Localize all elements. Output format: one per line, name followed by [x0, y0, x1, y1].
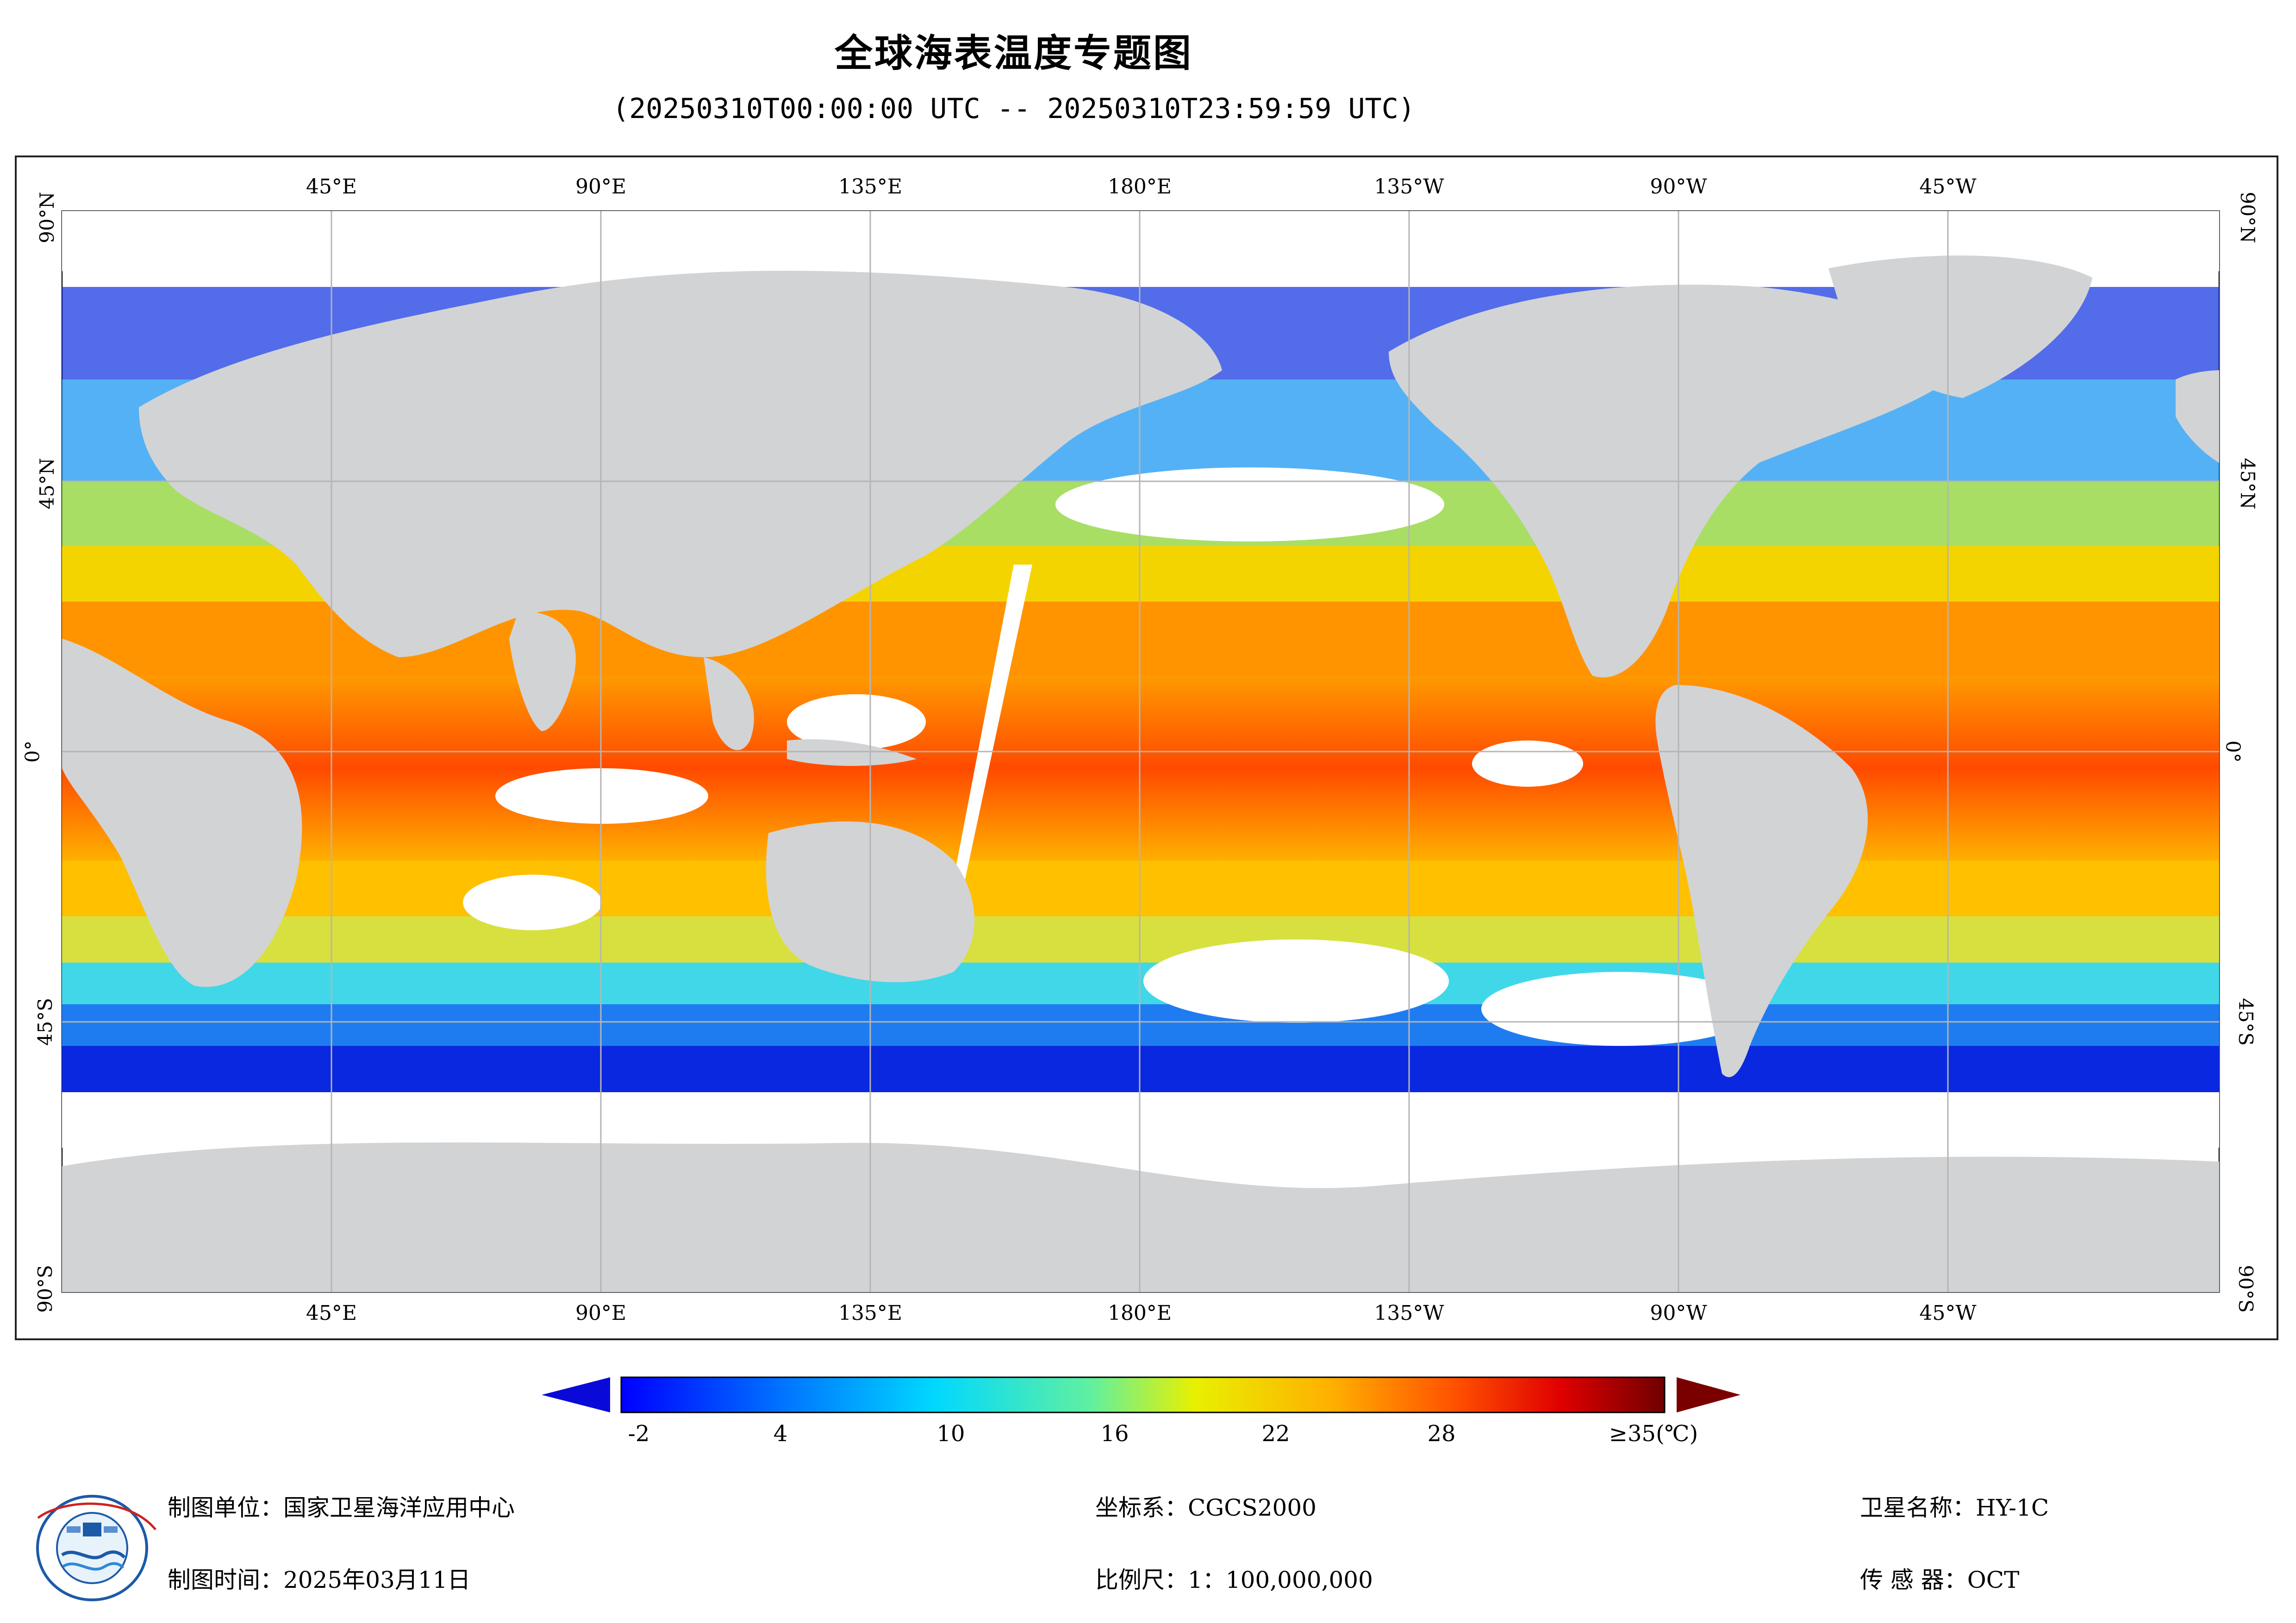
lon-label-bottom: 45°W — [1919, 1301, 1977, 1325]
colorbar-tick: 22 — [1261, 1421, 1290, 1447]
mapping-time: 制图时间：2025年03月11日 — [168, 1567, 471, 1593]
sensor-name: 传 感 器：OCT — [1860, 1567, 2020, 1593]
colorbar-tick: 4 — [773, 1421, 788, 1447]
lat-label-left: 90°S — [34, 1265, 57, 1313]
nsoas-logo — [36, 1495, 156, 1601]
no-data-patches — [62, 211, 2219, 1148]
mapping-unit: 制图单位：国家卫星海洋应用中心 — [168, 1494, 515, 1521]
graticule — [62, 211, 2219, 1292]
lat-label-right: 45°N — [2236, 458, 2259, 510]
lat-label-right: 45°S — [2234, 998, 2258, 1046]
lat-label-right: 90°N — [2236, 192, 2259, 243]
lat-label-right: 90°S — [2234, 1265, 2258, 1313]
lat-label-right: 0° — [2221, 740, 2245, 763]
lon-label-bottom: 45°E — [306, 1301, 357, 1325]
lon-label-top: 180°E — [1107, 175, 1172, 199]
map-area — [61, 210, 2220, 1293]
lon-label-bottom: 90°E — [575, 1301, 627, 1325]
lon-label-top: 90°E — [575, 175, 627, 199]
lon-label-bottom: 135°W — [1374, 1301, 1444, 1325]
map-title: 全球海表温度专题图 — [834, 31, 1193, 75]
map-frame — [15, 155, 2278, 1340]
colorbar-tick: -2 — [628, 1421, 650, 1447]
lon-label-top: 45°W — [1919, 175, 1977, 199]
colorbar-max-arrow — [1677, 1377, 1741, 1412]
colorbar-min-arrow — [542, 1377, 610, 1412]
lon-label-bottom: 180°E — [1107, 1301, 1172, 1325]
colorbar-tick: 10 — [936, 1421, 965, 1447]
colorbar — [542, 1376, 1741, 1413]
lon-label-top: 90°W — [1650, 175, 1707, 199]
coordinate-system: 坐标系：CGCS2000 — [1095, 1494, 1316, 1521]
lon-label-bottom: 90°W — [1650, 1301, 1707, 1325]
satellite-name: 卫星名称：HY-1C — [1860, 1494, 2049, 1521]
time-range: (20250310T00:00:00 UTC -- 20250310T23:59… — [612, 93, 1415, 125]
lat-label-left: 0° — [21, 740, 44, 763]
colorbar-tick: 28 — [1427, 1421, 1456, 1447]
lat-label-left: 45°S — [34, 998, 57, 1046]
lon-label-top: 135°W — [1374, 175, 1444, 199]
lat-label-left: 45°N — [36, 458, 59, 510]
colorbar-tick: ≥35(℃) — [1609, 1421, 1698, 1447]
lon-label-top: 45°E — [306, 175, 357, 199]
colorbar-gradient — [620, 1376, 1666, 1413]
lon-label-bottom: 135°E — [838, 1301, 903, 1325]
map-scale: 比例尺：1：100,000,000 — [1095, 1567, 1373, 1593]
colorbar-tick: 16 — [1100, 1421, 1129, 1447]
lon-label-top: 135°E — [838, 175, 903, 199]
lat-label-left: 90°N — [36, 192, 59, 243]
